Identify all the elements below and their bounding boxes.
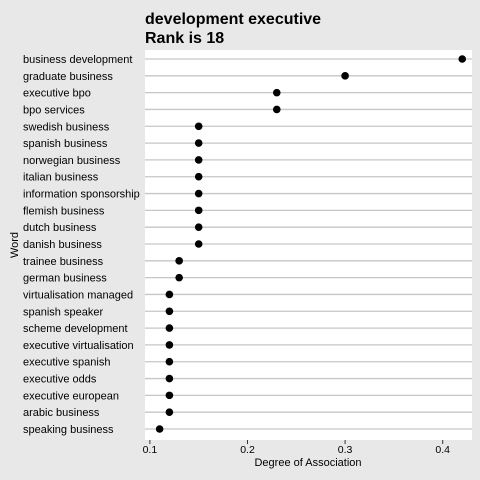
data-point [165, 341, 174, 349]
x-tick-label: 0.1 [143, 444, 158, 456]
word-label: executive european [23, 390, 119, 402]
word-label: graduate business [23, 71, 113, 83]
word-label: bpo services [23, 104, 85, 116]
data-point [165, 357, 174, 366]
data-point [165, 307, 174, 316]
data-point [194, 240, 203, 248]
word-label: virtualisation managed [23, 289, 133, 301]
word-label: spanish speaker [23, 306, 103, 318]
chart-title: development executive [145, 11, 321, 28]
data-point [165, 374, 174, 383]
data-point [194, 189, 203, 198]
word-label: spanish business [23, 138, 108, 150]
word-label: scheme development [23, 323, 128, 335]
word-label: dutch business [23, 222, 97, 234]
word-label: swedish business [23, 121, 110, 133]
x-tick-label: 0.4 [435, 444, 450, 456]
word-label: flemish business [23, 205, 105, 217]
data-point [175, 273, 183, 282]
data-point [155, 425, 164, 433]
data-point [272, 88, 281, 97]
data-point [165, 391, 174, 400]
data-point [165, 324, 174, 332]
data-point [165, 290, 174, 299]
word-label: executive bpo [23, 88, 91, 100]
data-point [194, 122, 203, 131]
word-label: speaking business [23, 424, 114, 436]
x-tick-label: 0.3 [338, 444, 353, 456]
word-labels: business development graduate business exe… [23, 54, 140, 436]
x-axis-title: Degree of Association [254, 457, 361, 469]
data-point [194, 139, 203, 147]
y-axis-title: Word [9, 232, 21, 258]
word-label: executive spanish [23, 357, 110, 369]
data-point [175, 257, 183, 265]
word-label: arabic business [23, 407, 100, 419]
word-label: german business [23, 273, 107, 285]
data-point [194, 223, 203, 231]
word-label: business development [23, 54, 132, 66]
data-point [341, 72, 349, 80]
plot-panel [145, 50, 472, 440]
x-axis-ticks: 0.1 0.2 0.3 0.4 [143, 440, 450, 456]
word-label: executive odds [23, 374, 97, 386]
data-point [194, 172, 203, 181]
word-label: trainee business [23, 256, 104, 268]
x-tick-label: 0.2 [240, 444, 255, 456]
chart-subtitle: Rank is 18 [145, 30, 224, 47]
data-point [194, 206, 203, 215]
data-point [458, 55, 467, 63]
word-label: executive virtualisation [23, 340, 134, 352]
word-label: norwegian business [23, 155, 121, 167]
data-point [272, 105, 281, 114]
data-points [155, 55, 467, 433]
word-label: information sponsorship [23, 189, 140, 201]
word-label: italian business [23, 172, 99, 184]
data-point [194, 156, 203, 164]
word-label: danish business [23, 239, 102, 251]
data-point [165, 408, 174, 416]
